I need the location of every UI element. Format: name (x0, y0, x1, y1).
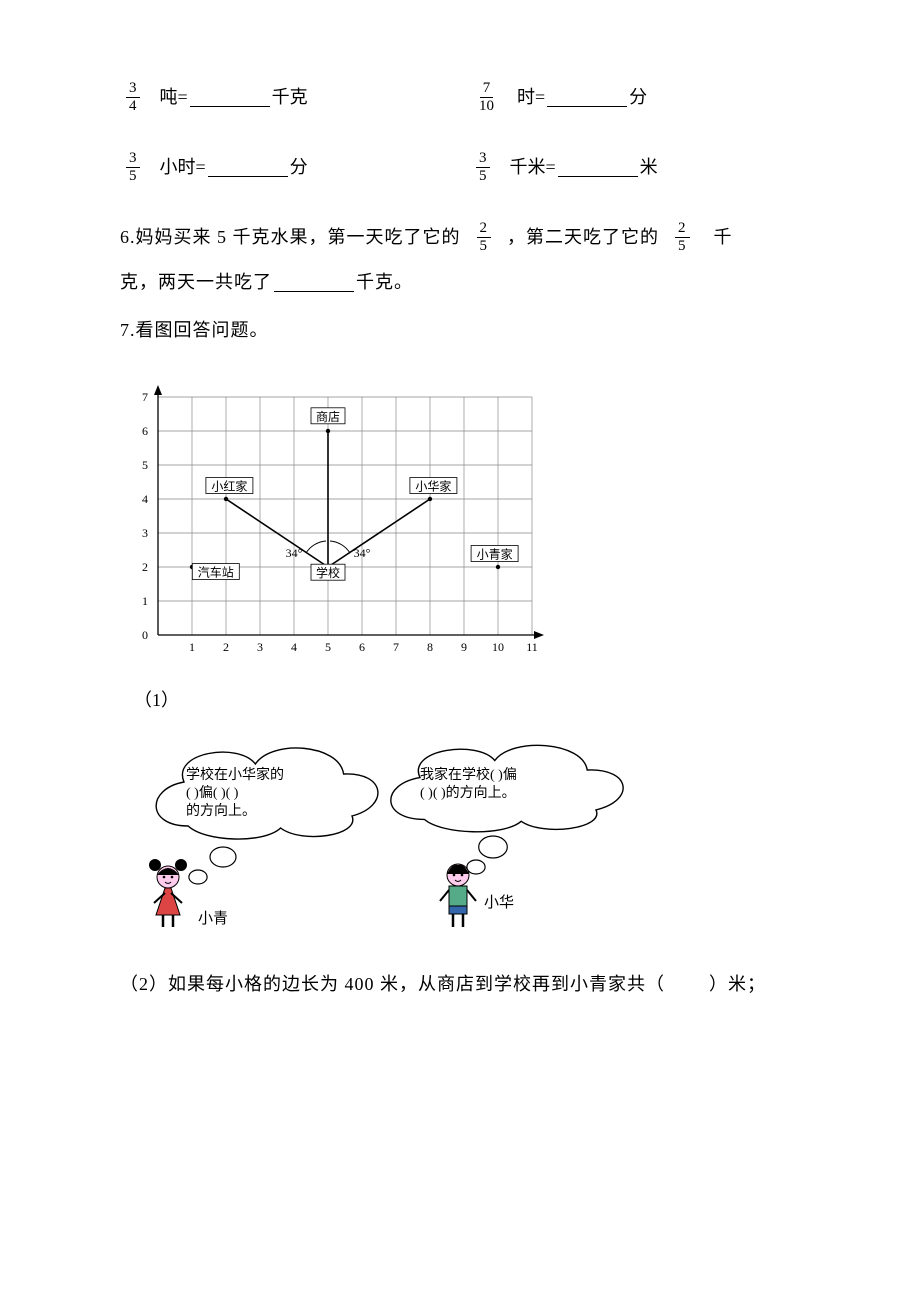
fraction: 2 5 (477, 220, 492, 254)
answer-blank[interactable] (190, 87, 270, 107)
grid-chart-svg: 1 2 3 4 5 6 7 8 9 10 11 0 1 2 3 4 5 6 7 商店小红家 小华家小青家汽车站 学校 34°… (126, 367, 546, 657)
svg-text:小红家: 小红家 (211, 478, 247, 493)
svg-text:4: 4 (291, 640, 297, 654)
svg-text:学校在小华家的: 学校在小华家的 (186, 766, 284, 783)
numerator: 3 (476, 150, 490, 168)
svg-text:3: 3 (142, 526, 148, 540)
text: 6.妈妈买来 5 千克水果，第一天吃了它的 (120, 220, 461, 254)
fraction: 7 10 (476, 80, 497, 114)
unit-label: 吨= (160, 80, 188, 114)
denominator: 5 (476, 168, 490, 185)
answer-blank[interactable] (208, 157, 288, 177)
svg-text:0: 0 (142, 628, 148, 642)
unit-label: 分 (290, 150, 308, 184)
numerator: 3 (126, 80, 140, 98)
speech-bubbles: 学校在小华家的 ( )偏( )( ) 的方向上。 我家在学校( )偏 ( )( )的方向… (128, 739, 820, 939)
q7-sub1-label: （1） (134, 683, 820, 717)
svg-text:小华: 小华 (484, 894, 514, 911)
answer-blank[interactable] (547, 87, 627, 107)
conv-1: 3 4 吨= 千克 (120, 80, 470, 114)
question-7-title: 7.看图回答问题。 (120, 313, 820, 347)
svg-text:( )偏( )( ): ( )偏( )( ) (186, 785, 239, 801)
svg-text:1: 1 (142, 594, 148, 608)
fraction: 3 4 (126, 80, 140, 114)
svg-text:34°: 34° (286, 546, 303, 560)
unit-label: 时= (517, 80, 545, 114)
speech-bubbles-svg: 学校在小华家的 ( )偏( )( ) 的方向上。 我家在学校( )偏 ( )( )的方向… (128, 739, 648, 939)
svg-text:5: 5 (325, 640, 331, 654)
conversion-row-2: 3 5 小时= 分 3 5 千米= 米 (120, 150, 820, 184)
text: （2）如果每小格的边长为 400 米，从商店到学校再到小青家共（ (120, 967, 665, 1001)
svg-text:的方向上。: 的方向上。 (186, 803, 256, 819)
conv-2: 7 10 时= 分 (470, 80, 820, 114)
fraction: 3 5 (476, 150, 490, 184)
svg-text:2: 2 (142, 560, 148, 574)
numerator: 3 (126, 150, 140, 168)
unit-label: 小时= (160, 150, 206, 184)
svg-text:10: 10 (492, 640, 504, 654)
answer-blank[interactable] (274, 272, 354, 292)
svg-text:11: 11 (526, 640, 538, 654)
denominator: 5 (126, 168, 140, 185)
text: 千 (714, 220, 733, 254)
svg-text:( )( )的方向上。: ( )( )的方向上。 (420, 785, 516, 801)
svg-text:小青: 小青 (198, 910, 228, 927)
denominator: 4 (126, 98, 140, 115)
svg-text:34°: 34° (354, 546, 371, 560)
denominator: 5 (477, 238, 492, 255)
denominator: 5 (675, 238, 690, 255)
svg-text:4: 4 (142, 492, 148, 506)
svg-text:汽车站: 汽车站 (198, 564, 234, 579)
text: 克，两天一共吃了 (120, 265, 272, 299)
conv-4: 3 5 千米= 米 (470, 150, 820, 184)
numerator: 2 (675, 220, 690, 238)
unit-label: 米 (640, 150, 658, 184)
svg-text:7: 7 (393, 640, 399, 654)
svg-text:7: 7 (142, 390, 148, 404)
svg-text:1: 1 (189, 640, 195, 654)
unit-label: 分 (629, 80, 647, 114)
svg-text:学校: 学校 (316, 565, 340, 580)
numerator: 7 (480, 80, 494, 98)
svg-text:5: 5 (142, 458, 148, 472)
numerator: 2 (477, 220, 492, 238)
grid-chart: 1 2 3 4 5 6 7 8 9 10 11 0 1 2 3 4 5 6 7 商店小红家 小华家小青家汽车站 学校 34°… (126, 367, 820, 657)
svg-text:2: 2 (223, 640, 229, 654)
denominator: 10 (476, 98, 497, 115)
svg-text:8: 8 (427, 640, 433, 654)
fraction: 2 5 (675, 220, 690, 254)
text: 千克。 (356, 265, 413, 299)
answer-blank[interactable] (558, 157, 638, 177)
conv-3: 3 5 小时= 分 (120, 150, 470, 184)
svg-text:我家在学校( )偏: 我家在学校( )偏 (420, 766, 517, 783)
question-6-line2: 克，两天一共吃了 千克。 (120, 265, 820, 299)
question-6-line1: 6.妈妈买来 5 千克水果，第一天吃了它的 2 5 ，第二天吃了它的 2 5 千 (120, 220, 820, 254)
unit-label: 千克 (272, 80, 308, 114)
text: ，第二天吃了它的 (507, 220, 659, 254)
svg-text:小华家: 小华家 (415, 478, 451, 493)
svg-text:商店: 商店 (316, 409, 340, 424)
fraction: 3 5 (126, 150, 140, 184)
svg-text:6: 6 (142, 424, 148, 438)
svg-text:9: 9 (461, 640, 467, 654)
svg-text:6: 6 (359, 640, 365, 654)
q7-sub2: （2）如果每小格的边长为 400 米，从商店到学校再到小青家共（ ）米； (120, 967, 820, 1001)
svg-text:小青家: 小青家 (477, 546, 513, 561)
conversion-row-1: 3 4 吨= 千克 7 10 时= 分 (120, 80, 820, 114)
unit-label: 千米= (510, 150, 556, 184)
text: ）米； (709, 967, 766, 1001)
svg-text:3: 3 (257, 640, 263, 654)
